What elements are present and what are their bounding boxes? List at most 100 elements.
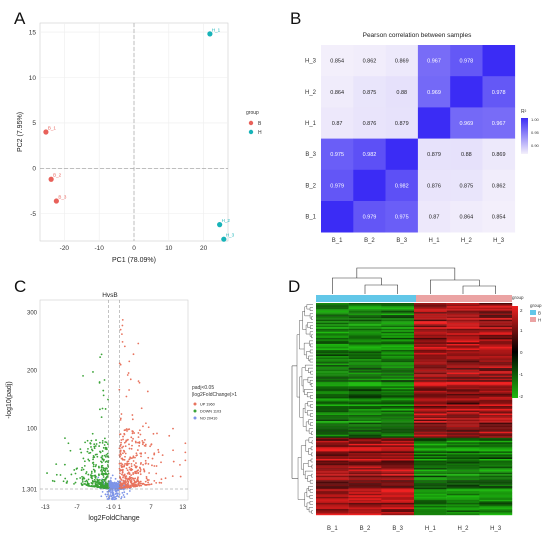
heatmap-cell: [381, 483, 415, 485]
heatmap-cell: [446, 318, 480, 320]
heatmap-cell: [381, 357, 415, 360]
heatmap-cell: [316, 386, 349, 388]
heatmap-cell: [348, 316, 382, 319]
heatmap-cell: [316, 399, 349, 402]
correlation-col-label: H_2: [461, 238, 473, 244]
heatmap-cell: [479, 431, 513, 434]
heatmap-cell: [414, 478, 447, 481]
volcano-point-up: [124, 429, 127, 431]
heatmap-cell: [316, 455, 349, 458]
heatmap-cell: [316, 380, 349, 382]
heatmap-cell: [316, 418, 349, 420]
volcano-point-down: [99, 408, 101, 411]
correlation-legend-tick: 1.00: [531, 117, 540, 122]
heatmap-cell: [446, 458, 480, 461]
volcano-point-up: [135, 452, 138, 455]
heatmap-cell: [446, 395, 480, 398]
correlation-cell: [385, 76, 419, 108]
volcano-point-no: [115, 491, 118, 493]
heatmap-cell: [479, 354, 513, 357]
heatmap-cell: [414, 398, 447, 401]
volcano-point-up: [122, 479, 125, 482]
heatmap-cell: [446, 489, 480, 491]
heatmap-cell: [381, 428, 415, 431]
heatmap-cell: [348, 433, 382, 435]
heatmap-cell: [414, 303, 447, 305]
heatmap-cell: [446, 419, 480, 422]
correlation-value-label: 0.879: [427, 152, 441, 158]
row-dendrogram-branch: [311, 431, 313, 435]
volcano-point-down: [74, 481, 77, 484]
volcano-point-down: [106, 483, 109, 486]
heatmap-cell: [348, 327, 382, 329]
cluster-heatmap-panel: B_1 B_2 B_3 H_1 H_2 H_3 group 2 1 0 -1 -2 gro…: [291, 267, 542, 532]
correlation-col-label: H_3: [493, 238, 505, 244]
heatmap-cell: [381, 327, 415, 329]
heatmap-cell: [316, 451, 349, 454]
volcano-point-up: [126, 374, 129, 376]
volcano-point-no: [111, 492, 114, 495]
correlation-value-label: 0.876: [363, 121, 377, 127]
volcano-point-down: [103, 486, 106, 489]
heatmap-cell: [316, 375, 349, 378]
heatmap-cell: [316, 360, 349, 363]
volcano-point-up: [135, 462, 137, 464]
volcano-point-down: [101, 455, 104, 457]
heatmap-cell: [348, 315, 382, 317]
volcano-point-down: [106, 452, 109, 455]
heatmap-cell: [446, 328, 480, 331]
volcano-point-up: [138, 429, 141, 432]
row-dendrogram-branch: [309, 358, 313, 363]
volcano-point-up: [148, 472, 151, 474]
heatmap-cell: [316, 490, 349, 493]
heatmap-cell: [446, 486, 480, 488]
heatmap-cell: [479, 419, 513, 422]
heatmap-cell: [414, 455, 447, 458]
column-dendrogram-branch: [364, 284, 398, 294]
heatmap-cell: [381, 375, 415, 378]
row-dendrogram-branch: [310, 458, 313, 463]
heatmap-cell: [414, 437, 447, 440]
heatmap-cell: [414, 313, 447, 316]
heatmap-cell: [348, 398, 382, 401]
volcano-point-down: [104, 472, 107, 474]
heatmap-cell: [348, 451, 382, 454]
heatmap-cell: [381, 430, 415, 432]
heatmap-cell: [316, 416, 349, 419]
heatmap-cell: [316, 303, 349, 305]
heatmap-cell: [479, 422, 513, 425]
volcano-point-down: [100, 473, 103, 476]
heatmap-cell: [381, 463, 415, 466]
volcano-point-up: [184, 459, 187, 462]
heatmap-cell: [414, 490, 447, 493]
volcano-point-up: [119, 481, 122, 484]
volcano-point-down: [98, 478, 101, 481]
heatmap-cell: [446, 316, 480, 319]
heatmap-cell: [446, 402, 480, 405]
heatmap-cell: [479, 454, 513, 457]
volcano-point-down: [79, 477, 82, 479]
heatmap-cell: [316, 395, 349, 398]
heatmap-cell: [479, 478, 513, 481]
pca-point-h: [217, 222, 223, 228]
heatmap-cell: [414, 445, 447, 448]
heatmap-cell: [316, 366, 349, 369]
volcano-point-up: [130, 436, 133, 439]
heatmap-cell: [414, 481, 447, 484]
heatmap-cell: [316, 436, 349, 438]
volcano-point-up: [130, 462, 133, 465]
volcano-point-up: [122, 476, 124, 479]
volcano-y-axis-title: -log10(padj): [6, 381, 13, 418]
heatmap-cell: [348, 407, 382, 410]
pca-x-tick-label: 10: [165, 245, 173, 252]
heatmap-cell: [316, 413, 349, 416]
correlation-row-label: H_2: [305, 90, 317, 96]
heatmap-cell: [446, 404, 480, 407]
heatmap-cell: [381, 321, 415, 323]
volcano-point-up: [130, 482, 133, 485]
row-dendrogram-branch: [311, 316, 313, 320]
correlation-row-label: B_2: [305, 183, 316, 189]
heatmap-cell: [381, 505, 415, 508]
volcano-point-down: [89, 442, 92, 444]
volcano-y-tick-label: 300: [27, 310, 38, 316]
